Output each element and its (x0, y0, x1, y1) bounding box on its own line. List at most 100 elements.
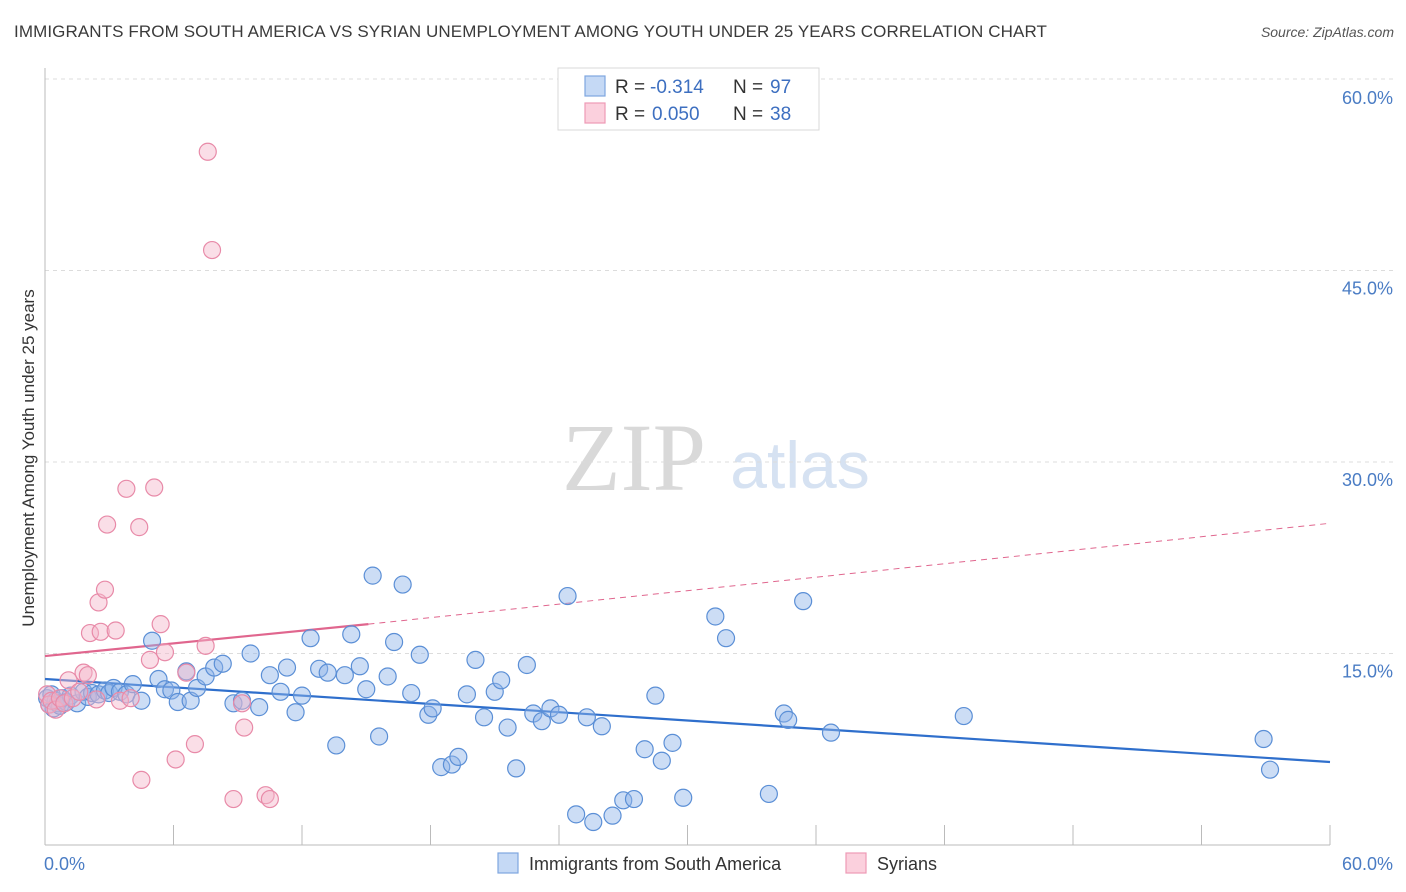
watermark-atlas: atlas (730, 428, 869, 502)
point-south-america-94 (954, 706, 973, 726)
series-legend: Immigrants from South America Syrians (497, 852, 937, 874)
point-syrian-15 (95, 580, 115, 599)
point-syrian-28 (177, 663, 196, 682)
point-south-america-37 (260, 666, 279, 685)
y-tick-label-60: 60.0% (1342, 88, 1393, 108)
point-south-america-77 (584, 812, 603, 832)
point-syrian-37 (260, 789, 279, 809)
point-south-america-21 (132, 691, 151, 710)
point-syrian-26 (155, 643, 175, 662)
point-syrian-14 (91, 622, 110, 641)
point-south-america-55 (402, 683, 421, 703)
legend-swatch-pink (584, 102, 606, 124)
series-label-syrians: Syrians (877, 854, 937, 874)
x-tick-label-min: 0.0% (44, 854, 85, 874)
point-south-america-96 (1260, 760, 1280, 779)
axes (44, 68, 1331, 846)
trend-line-syrians-extension (368, 522, 1331, 625)
point-south-america-86 (674, 788, 693, 807)
gridlines (45, 78, 1395, 654)
point-syrian-24 (145, 478, 164, 497)
point-south-america-51 (370, 727, 389, 746)
point-south-america-85 (663, 733, 682, 752)
x-tick-label-max: 60.0% (1342, 854, 1393, 874)
point-south-america-50 (363, 566, 382, 585)
point-syrian-27 (166, 750, 185, 769)
legend-r-value-1: -0.314 (650, 77, 704, 98)
point-syrian-18 (110, 691, 130, 710)
point-south-america-24 (155, 680, 175, 699)
point-south-america-82 (635, 740, 654, 759)
point-south-america-45 (327, 736, 346, 755)
point-south-america-49 (357, 680, 376, 699)
point-syrian-31 (198, 142, 217, 161)
point-south-america-83 (646, 686, 665, 705)
point-syrian-20 (121, 689, 140, 708)
point-south-america-36 (250, 698, 269, 717)
y-axis-label: Unemployment Among Youth under 25 years (19, 289, 38, 626)
point-south-america-25 (162, 681, 181, 700)
point-syrian-22 (132, 770, 151, 789)
point-south-america-48 (350, 657, 369, 676)
point-south-america-65 (485, 682, 504, 701)
watermark-zip: ZIP (562, 404, 706, 511)
point-south-america-75 (567, 805, 586, 824)
point-south-america-66 (492, 671, 511, 690)
point-syrian-34 (232, 694, 252, 713)
point-south-america-52 (378, 667, 397, 686)
point-south-america-53 (384, 632, 404, 652)
point-syrian-30 (196, 636, 215, 655)
point-south-america-43 (310, 659, 329, 678)
point-south-america-84 (652, 751, 671, 770)
point-syrian-17 (106, 621, 125, 640)
point-south-america-44 (318, 663, 337, 682)
point-syrian-23 (140, 650, 160, 669)
point-south-america-79 (603, 806, 622, 825)
point-syrian-25 (151, 615, 170, 634)
source-label: Source: ZipAtlas.com (1260, 24, 1394, 40)
legend-n-label-1: N = (733, 77, 763, 98)
point-syrian-32 (202, 240, 222, 260)
y-tick-label-30: 30.0% (1342, 470, 1393, 490)
point-south-america-56 (410, 645, 429, 664)
point-south-america-54 (393, 575, 412, 594)
point-south-america-59 (432, 758, 451, 777)
data-points (38, 142, 1280, 832)
point-south-america-63 (466, 650, 485, 669)
trend-line-syrians (44, 623, 369, 658)
x-tick-labels: 0.0% 60.0% (44, 854, 1393, 874)
point-syrian-29 (185, 735, 205, 754)
legend-r-label-2: R = (615, 104, 645, 125)
point-south-america-47 (342, 625, 361, 644)
point-south-america-62 (457, 685, 477, 704)
point-south-america-41 (292, 686, 312, 705)
point-syrian-8 (70, 682, 89, 701)
point-syrian-12 (87, 690, 106, 709)
legend-n-value-2: 38 (770, 104, 791, 125)
point-south-america-64 (474, 708, 494, 727)
point-syrian-33 (224, 789, 243, 809)
point-south-america-58 (423, 699, 442, 718)
point-south-america-20 (123, 675, 142, 694)
y-tick-label-15: 15.0% (1342, 662, 1393, 682)
point-south-america-42 (301, 629, 320, 648)
point-south-america-23 (149, 669, 168, 689)
point-south-america-91 (779, 710, 798, 729)
point-south-america-38 (271, 682, 290, 701)
point-south-america-61 (449, 747, 468, 767)
point-syrian-10 (78, 666, 97, 685)
point-south-america-71 (532, 712, 551, 731)
point-south-america-81 (624, 789, 644, 809)
point-syrian-19 (117, 479, 136, 498)
chart-title: IMMIGRANTS FROM SOUTH AMERICA VS SYRIAN … (14, 22, 1048, 41)
trend-line-south-america (44, 677, 1331, 764)
point-south-america-88 (716, 629, 736, 648)
point-south-america-68 (507, 759, 526, 778)
point-syrian-5 (55, 694, 74, 713)
point-south-america-76 (577, 708, 596, 727)
point-south-america-46 (335, 666, 354, 685)
point-south-america-69 (517, 655, 536, 675)
point-syrian-21 (130, 518, 149, 537)
correlation-legend: R = -0.314 N = 97 R = 0.050 N = 38 (557, 67, 820, 131)
